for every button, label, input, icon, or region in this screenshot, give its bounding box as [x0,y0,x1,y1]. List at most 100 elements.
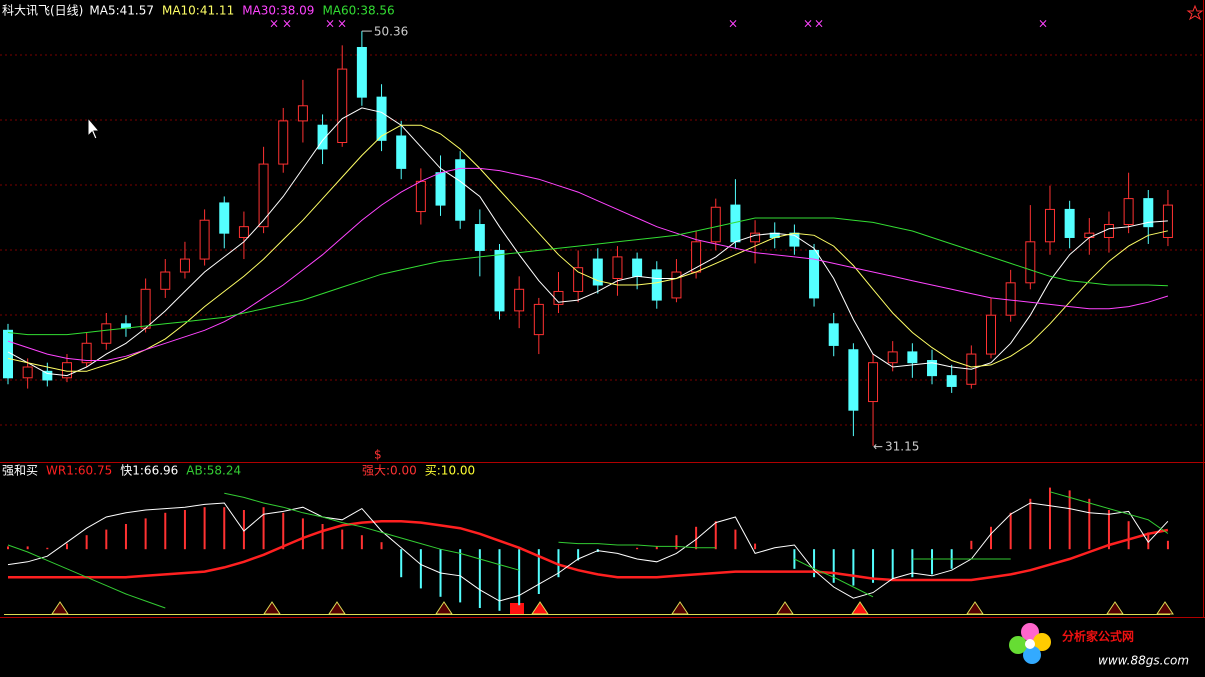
indicator-bar [223,507,226,550]
signal-triangle [966,601,984,615]
indicator-bar [577,549,580,561]
candle-body [356,46,367,98]
indicator-bar [518,549,521,606]
indicator-bar [813,549,816,578]
candle-body [179,258,190,273]
watermark: 分析家公式网 www.88gs.com [1009,623,1189,668]
indicator-bar [557,549,560,578]
indicator-bar [714,521,717,550]
candle-body [1005,282,1016,316]
indicator-bar [46,547,49,550]
indicator-bar [1147,532,1150,550]
candle-body [160,271,171,290]
candle-body [337,68,348,143]
candle-body [809,249,820,299]
indicator-bar [400,549,403,578]
indicator-bar [478,549,481,608]
candle-body [376,96,387,141]
indicator-bar [164,512,167,550]
candle-body [42,370,53,381]
indicator-bar [754,543,757,550]
indicator-bar [26,546,29,550]
legend-entry: MA30:38.09 [242,4,314,18]
signal-triangle [776,601,794,615]
indicator-bar [1088,498,1091,550]
indicator-bar [931,549,934,575]
indicator-bar [85,535,88,550]
logo-center [1025,639,1035,649]
indicator-bar [183,510,186,550]
indicator-bar [1166,540,1169,550]
candle-body [317,124,328,150]
watermark-url: www.88gs.com [1098,654,1189,668]
legend-entry: MA60:38.56 [322,4,394,18]
legend-entry: AB:58.24 [186,464,241,478]
indicator-line [7,491,1169,609]
indicator-bar [832,549,835,583]
indicator-bar [891,549,894,580]
mouse-cursor [87,116,101,140]
signal: × [282,17,292,31]
indicator-bar [655,546,658,550]
signal: × [337,17,347,31]
indicator-bar [852,549,855,586]
indicator-bar [970,540,973,550]
signal: × [803,17,813,31]
logo-petal [1033,633,1051,651]
signal: × [728,17,738,31]
candle-body [612,256,623,279]
indicator-bar [675,535,678,550]
chart-title: 科大讯飞(日线) [2,4,83,18]
signal-triangle [671,601,689,615]
candle-body [258,163,269,228]
indicator-bar [990,526,992,550]
indicator-bar [262,507,265,550]
indicator-bar [419,549,422,589]
candle-body [435,172,446,206]
candle-body [651,269,662,301]
indicator-bar [911,549,914,578]
candle-body [868,362,879,403]
signal-marks: × × × × × × × × [269,17,1048,31]
high-annotation: 50.36 [374,25,408,39]
candle-body [494,249,505,312]
indicator-line [7,502,1169,602]
candle-body [514,288,525,312]
indicator-bar [242,510,245,550]
candle-body [1143,198,1154,228]
indicator-bar [498,549,501,611]
candle-body [219,202,230,234]
signal: × [1038,17,1048,31]
candle-body [946,375,957,387]
signal-triangles [51,601,1174,615]
low-annotation-arrow: ← [873,439,883,453]
candle-body [199,219,210,260]
indicator-bar [360,535,363,550]
candle-body [396,135,407,169]
indicator-bar [734,529,737,550]
candle-body [592,258,603,286]
candle-body [632,258,643,277]
candle-body [848,349,859,411]
signal-triangle [328,601,346,615]
candle-body [101,323,112,344]
indicator-bar [1009,512,1012,550]
candle-body [1044,208,1055,243]
ma-line [7,107,1168,377]
indicator-bar [301,518,304,550]
legend-entry: MA10:41.11 [162,4,234,18]
candle-body [474,224,485,251]
indicator-bar [282,512,285,550]
indicator-bar [380,542,383,550]
candle-body [927,360,938,377]
signal: × [814,17,824,31]
candle-body [1084,232,1095,238]
indicator-bar [203,507,206,550]
candle-body [297,105,308,122]
logo-petal [1023,646,1041,664]
candle-body [533,303,544,336]
signal-triangle [851,601,869,615]
candle-body [278,120,289,165]
candle-body [573,267,584,292]
